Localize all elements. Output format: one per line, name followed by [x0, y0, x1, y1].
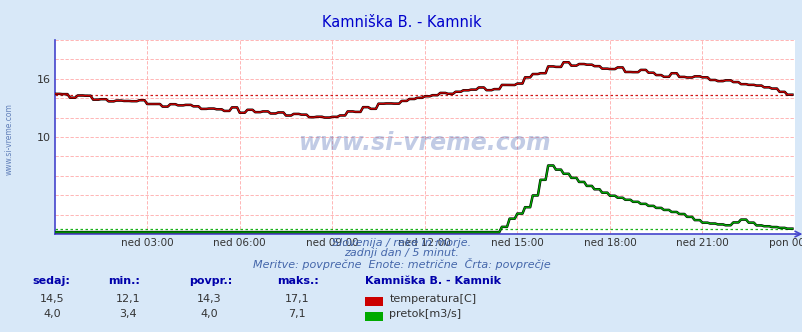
- Text: min.:: min.:: [108, 276, 140, 286]
- Text: 14,3: 14,3: [196, 294, 221, 304]
- Text: Kamniška B. - Kamnik: Kamniška B. - Kamnik: [365, 276, 500, 286]
- Text: Meritve: povprečne  Enote: metrične  Črta: povprečje: Meritve: povprečne Enote: metrične Črta:…: [253, 258, 549, 270]
- Text: zadnji dan / 5 minut.: zadnji dan / 5 minut.: [343, 248, 459, 258]
- Text: 14,5: 14,5: [40, 294, 64, 304]
- Text: Kamniška B. - Kamnik: Kamniška B. - Kamnik: [322, 15, 480, 30]
- Text: temperatura[C]: temperatura[C]: [389, 294, 476, 304]
- Text: 17,1: 17,1: [285, 294, 309, 304]
- Text: 7,1: 7,1: [288, 309, 306, 319]
- Text: www.si-vreme.com: www.si-vreme.com: [4, 104, 14, 175]
- Text: 12,1: 12,1: [116, 294, 140, 304]
- Text: 4,0: 4,0: [200, 309, 217, 319]
- Text: pretok[m3/s]: pretok[m3/s]: [389, 309, 461, 319]
- Text: sedaj:: sedaj:: [32, 276, 70, 286]
- Text: Slovenija / reke in morje.: Slovenija / reke in morje.: [331, 238, 471, 248]
- Text: povpr.:: povpr.:: [188, 276, 232, 286]
- Text: 4,0: 4,0: [43, 309, 61, 319]
- Text: maks.:: maks.:: [277, 276, 318, 286]
- Text: www.si-vreme.com: www.si-vreme.com: [298, 131, 550, 155]
- Text: 3,4: 3,4: [119, 309, 137, 319]
